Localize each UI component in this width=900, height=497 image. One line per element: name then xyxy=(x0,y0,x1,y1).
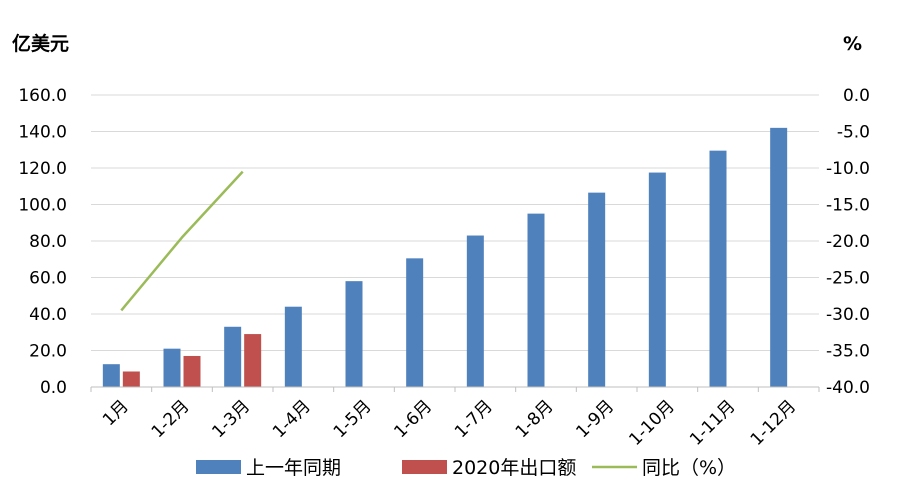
x-tick-label: 1-2月 xyxy=(148,396,194,442)
x-tick-label: 1-10月 xyxy=(625,396,678,449)
series-line xyxy=(120,170,244,312)
bar xyxy=(466,235,484,387)
legend: 上一年同期 2020年出口额 同比（%） xyxy=(196,457,736,479)
bar xyxy=(588,192,606,387)
bar xyxy=(183,355,201,387)
right-axis-ticks: -40.0 -35.0 -30.0 -25.0 -20.0 -15.0 -10.0 -5.0 0… xyxy=(826,86,870,398)
legend-swatch xyxy=(402,460,447,474)
right-tick-label: -35.0 xyxy=(826,342,870,362)
legend-label: 同比（%） xyxy=(642,457,736,479)
right-tick-label: -5.0 xyxy=(837,123,870,143)
right-tick-label: -30.0 xyxy=(826,305,870,325)
left-tick-label: 140.0 xyxy=(18,123,67,143)
bar xyxy=(770,127,788,387)
x-tick-label: 1-6月 xyxy=(390,396,436,442)
bar xyxy=(163,348,181,387)
left-tick-label: 40.0 xyxy=(29,305,67,325)
left-axis-unit: 亿美元 xyxy=(12,32,69,55)
bar xyxy=(102,364,120,387)
left-tick-label: 160.0 xyxy=(18,86,67,106)
yoy-line xyxy=(120,170,244,312)
bar xyxy=(709,150,727,387)
left-tick-label: 100.0 xyxy=(18,196,67,216)
legend-swatch xyxy=(196,460,241,474)
x-tick-label: 1-11月 xyxy=(686,396,739,449)
bars xyxy=(102,127,788,387)
x-tick-label: 1-5月 xyxy=(330,396,376,442)
x-tick-label: 1-12月 xyxy=(747,396,800,449)
left-tick-label: 20.0 xyxy=(29,342,67,362)
bar xyxy=(648,172,666,387)
right-axis-unit: % xyxy=(843,33,862,55)
left-axis-ticks: 0.0 20.0 40.0 60.0 80.0 100.0 120.0 140.0 160.0 xyxy=(18,86,67,398)
x-tick-label: 1-4月 xyxy=(269,396,315,442)
right-tick-label: 0.0 xyxy=(843,86,870,106)
bar xyxy=(122,371,140,387)
legend-label: 上一年同期 xyxy=(246,457,341,479)
bar xyxy=(406,258,424,387)
bar xyxy=(224,326,242,387)
bar xyxy=(345,281,363,387)
right-tick-label: -10.0 xyxy=(826,159,870,179)
x-tick-label: 1-7月 xyxy=(451,396,497,442)
x-tick-label: 1-9月 xyxy=(572,396,618,442)
right-tick-label: -20.0 xyxy=(826,232,870,252)
bar xyxy=(284,306,302,387)
right-tick-label: -25.0 xyxy=(826,269,870,289)
x-tick-label: 1月 xyxy=(99,396,133,430)
legend-label: 2020年出口额 xyxy=(452,457,576,479)
left-tick-label: 0.0 xyxy=(40,378,67,398)
x-tick-label: 1-3月 xyxy=(208,396,254,442)
left-tick-label: 80.0 xyxy=(29,232,67,252)
right-tick-label: -15.0 xyxy=(826,196,870,216)
bar xyxy=(527,213,545,387)
x-axis: 1月 1-2月 1-3月 1-4月 1-5月 1-6月 1-7月 1-8月 1-9月 1-10月 1… xyxy=(90,386,820,450)
left-tick-label: 60.0 xyxy=(29,269,67,289)
x-tick-label: 1-8月 xyxy=(512,396,558,442)
right-tick-label: -40.0 xyxy=(826,378,870,398)
bar xyxy=(244,334,262,387)
left-tick-label: 120.0 xyxy=(18,159,67,179)
